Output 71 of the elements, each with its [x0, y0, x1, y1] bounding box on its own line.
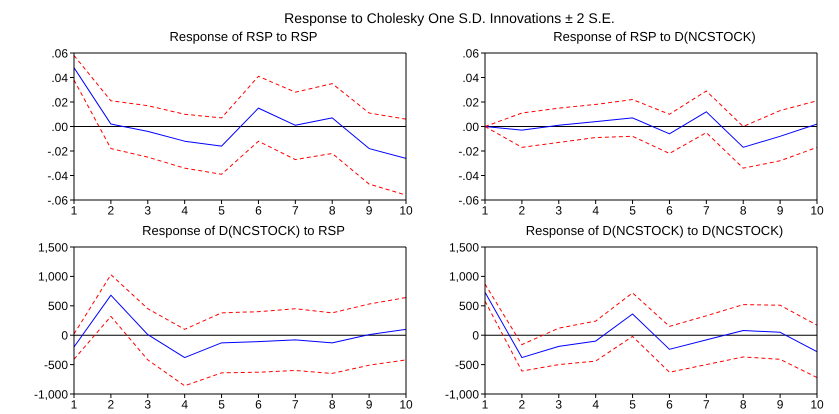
y-tick-label: -.04: [47, 168, 68, 183]
y-tick-label: .00: [51, 120, 68, 134]
x-tick-label: 4: [181, 398, 188, 412]
y-tick-label: -500: [454, 358, 480, 372]
y-tick-label: .02: [51, 95, 68, 110]
x-tick-label: 2: [108, 204, 115, 218]
x-tick-label: 2: [108, 398, 115, 412]
x-tick-label: 6: [666, 398, 674, 412]
x-tick-label: 2: [518, 398, 526, 412]
y-tick-label: 1,000: [38, 270, 68, 284]
x-tick-label: 7: [702, 204, 710, 218]
y-tick-label: 1,500: [38, 240, 68, 254]
x-tick-label: 10: [810, 398, 824, 412]
x-tick-label: 6: [255, 398, 262, 412]
y-tick-label: .06: [462, 46, 480, 60]
y-tick-label: -1,000: [34, 387, 68, 402]
x-tick-label: 8: [740, 204, 747, 218]
y-tick-label: .06: [51, 46, 68, 60]
y-tick-label: .00: [462, 120, 480, 134]
x-tick-label: 10: [399, 204, 413, 218]
y-tick-label: 0: [61, 328, 68, 342]
x-tick-label: 1: [70, 204, 78, 218]
x-tick-label: 10: [399, 398, 413, 412]
y-tick-label: 500: [458, 299, 480, 314]
chart-title: Response of D(NCSTOCK) to RSP: [141, 222, 346, 240]
x-tick-label: 4: [181, 204, 188, 218]
x-tick-label: 3: [144, 204, 152, 218]
x-tick-label: 7: [702, 398, 710, 412]
chart-subtitle: Response of RSP to RSP: [168, 28, 318, 46]
x-tick-label: 8: [328, 204, 336, 218]
y-tick-label: .04: [51, 70, 68, 85]
x-tick-label: 3: [555, 204, 562, 218]
x-tick-label: 4: [592, 204, 600, 218]
y-tick-label: -1,000: [444, 387, 480, 402]
x-tick-label: 1: [70, 398, 78, 412]
x-tick-label: 6: [255, 204, 262, 218]
y-tick-label: -500: [44, 358, 68, 372]
x-tick-label: 9: [776, 204, 784, 218]
x-tick-label: 3: [144, 398, 152, 412]
x-tick-label: 10: [810, 204, 824, 218]
chart-title: Response of D(NCSTOCK) to D(NCSTOCK): [524, 222, 784, 240]
y-tick-label: -.02: [47, 144, 68, 158]
x-tick-label: 9: [366, 398, 373, 412]
x-tick-label: 2: [518, 204, 526, 218]
y-tick-label: .04: [462, 70, 480, 85]
x-tick-label: 8: [328, 398, 336, 412]
x-tick-label: 5: [218, 398, 226, 412]
x-tick-label: 3: [555, 398, 562, 412]
y-tick-label: -.06: [47, 193, 68, 208]
chart-title: Response of RSP to D(NCSTOCK): [552, 28, 757, 46]
text: Response to Cholesky One S.D. Innovations ± 2 S.E.: [283, 9, 616, 28]
x-tick-label: 9: [366, 204, 373, 218]
x-tick-label: 7: [292, 398, 299, 412]
x-tick-label: 1: [482, 398, 489, 412]
y-tick-label: -.02: [458, 144, 480, 158]
y-tick-label: -.06: [458, 193, 480, 208]
y-tick-label: 0: [472, 328, 480, 342]
y-tick-label: 1,000: [448, 270, 480, 284]
y-tick-label: 500: [48, 299, 68, 314]
x-tick-label: 6: [666, 204, 674, 218]
x-tick-label: 5: [218, 204, 226, 218]
x-tick-label: 5: [629, 204, 636, 218]
x-tick-label: 5: [629, 398, 636, 412]
x-tick-label: 4: [592, 398, 600, 412]
y-tick-label: .02: [462, 95, 480, 110]
x-tick-label: 7: [292, 204, 299, 218]
y-tick-label: 1,500: [448, 240, 480, 254]
x-tick-label: 9: [776, 398, 784, 412]
x-tick-label: 1: [482, 204, 489, 218]
x-tick-label: 8: [740, 398, 747, 412]
y-tick-label: -.04: [458, 168, 480, 183]
